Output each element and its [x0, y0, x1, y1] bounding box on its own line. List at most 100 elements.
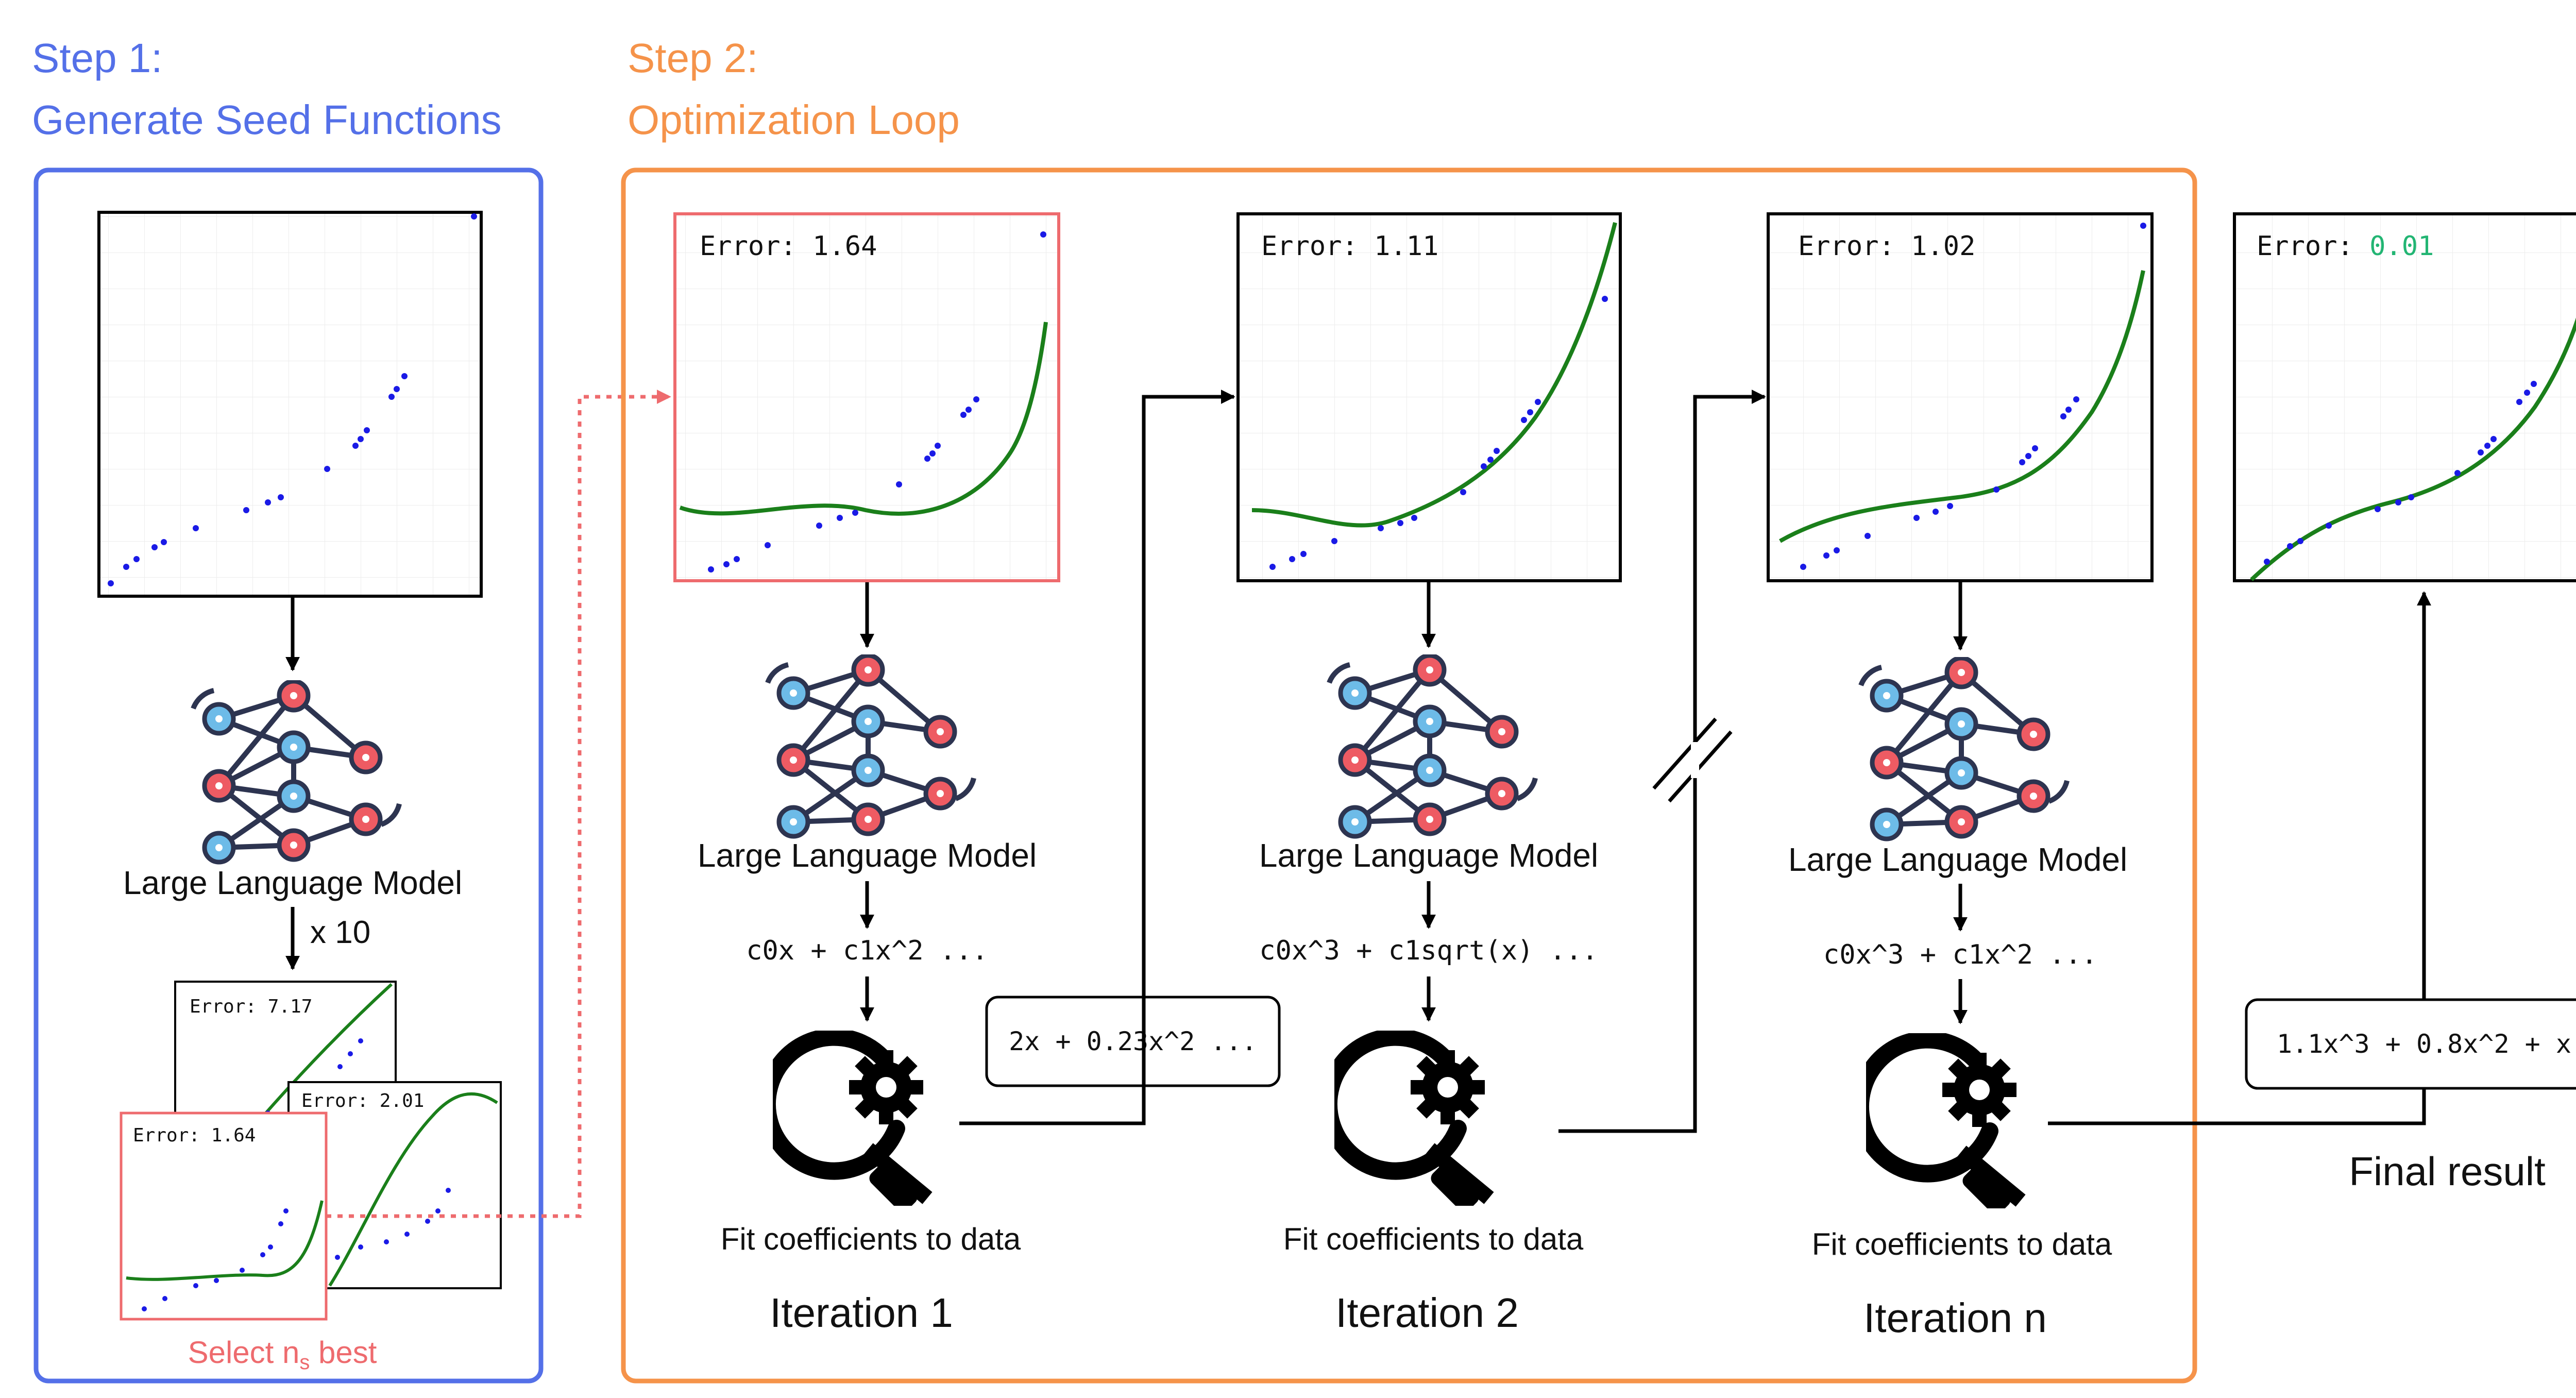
data-point	[2484, 443, 2490, 449]
data-point	[1535, 399, 1541, 405]
data-point	[1865, 533, 1871, 539]
iteration-n-fit-label: Fit coefficients to data	[1812, 1227, 2112, 1261]
iteration-2-plot: Error: 1.11	[1236, 212, 1622, 582]
data-point	[1040, 231, 1046, 238]
iteration-2-template: c0x^3 + c1sqrt(x) ...	[1259, 935, 1598, 966]
magnifier-gear-icon	[1860, 1040, 2021, 1218]
seed-data-points	[108, 213, 477, 586]
data-point	[358, 436, 364, 442]
data-point	[765, 542, 771, 548]
data-point	[837, 515, 843, 521]
select-best-suffix: best	[310, 1335, 377, 1370]
seed-card-3-selected: Error: 1.64	[120, 1111, 328, 1321]
data-point	[2395, 499, 2401, 506]
iteration-n-label: Iteration n	[1863, 1295, 2047, 1341]
data-point	[151, 544, 158, 550]
data-point	[161, 539, 167, 545]
data-point	[2326, 523, 2332, 529]
data-point	[734, 556, 740, 562]
data-point	[352, 443, 359, 449]
seed-card-2-error: Error: 2.01	[301, 1090, 424, 1111]
data-point	[929, 450, 936, 457]
step1-panel	[33, 167, 544, 1384]
data-point	[384, 1239, 389, 1244]
iteration-1-label: Iteration 1	[770, 1290, 953, 1336]
data-point	[401, 373, 408, 379]
data-point	[324, 466, 330, 472]
data-point	[123, 564, 129, 570]
connector-it1-to-it2	[959, 390, 1235, 1125]
final-result-label: Final result	[2349, 1149, 2546, 1194]
data-point	[278, 1221, 283, 1226]
data-point	[816, 523, 822, 529]
data-point	[1933, 509, 1939, 515]
data-point	[2140, 223, 2146, 229]
step2-panel	[621, 167, 2197, 1384]
data-point	[335, 1255, 340, 1260]
data-point	[1269, 564, 1276, 570]
step1-heading-line1: Step 1:	[32, 35, 163, 81]
final-plot: Error: 0.01	[2233, 212, 2576, 582]
data-point	[2531, 381, 2537, 387]
data-point	[2060, 413, 2066, 419]
data-point	[1331, 538, 1337, 544]
data-point	[337, 1064, 343, 1069]
data-point	[260, 1252, 265, 1257]
final-formula: 1.1x^3 + 0.8x^2 + x	[2277, 1029, 2571, 1059]
data-point	[358, 1038, 363, 1043]
iteration-n-plot: Error: 1.02	[1767, 212, 2154, 582]
data-point	[2375, 506, 2381, 512]
data-point	[965, 407, 972, 413]
data-point	[1494, 448, 1500, 454]
data-point	[1487, 457, 1494, 463]
iteration-1-llm-label: Large Language Model	[698, 837, 1037, 874]
data-point	[435, 1208, 440, 1214]
neural-network-icon	[193, 681, 399, 862]
iteration-1-fit-label: Fit coefficients to data	[721, 1222, 1021, 1256]
select-best-label: Select ns best	[188, 1335, 377, 1374]
data-point	[1602, 296, 1608, 302]
data-point	[2025, 453, 2031, 459]
data-point	[2032, 445, 2038, 451]
iteration-1-template: c0x + c1x^2 ...	[746, 935, 988, 966]
data-point	[1913, 515, 1920, 521]
data-point	[1834, 547, 1840, 553]
data-point	[2408, 494, 2414, 500]
data-point	[1800, 564, 1806, 570]
data-point	[388, 394, 395, 400]
select-best-subscript: s	[299, 1351, 310, 1374]
data-point	[214, 1278, 219, 1283]
data-point	[2478, 449, 2484, 456]
data-point	[240, 1268, 245, 1273]
data-point	[364, 427, 370, 433]
data-point	[108, 580, 114, 586]
iteration-1-fitted: 2x + 0.23x^2 ...	[1009, 1026, 1257, 1056]
dotted-connector	[326, 390, 671, 1218]
iteration-1-plot: Error: 1.64	[673, 212, 1060, 582]
data-point	[2524, 390, 2530, 396]
iteration-n-error: Error: 1.02	[1798, 231, 1975, 262]
data-point	[2065, 407, 2072, 413]
data-point	[1411, 515, 1417, 521]
data-point	[283, 1208, 289, 1214]
data-point	[265, 499, 271, 506]
data-point	[1378, 525, 1384, 531]
data-point	[935, 443, 941, 449]
select-best-prefix: Select n	[188, 1335, 300, 1370]
data-point	[1460, 489, 1466, 495]
data-point	[1947, 503, 1953, 509]
data-point	[193, 1283, 198, 1288]
data-point	[2297, 538, 2303, 544]
iteration-2-error: Error: 1.11	[1261, 231, 1438, 262]
iteration-1-error: Error: 1.64	[700, 231, 877, 262]
data-point	[1823, 552, 1829, 559]
final-formula-box	[2245, 998, 2576, 1090]
neural-network-icon	[1861, 658, 2067, 839]
data-point	[2490, 436, 2497, 442]
data-point	[133, 556, 140, 562]
data-point	[723, 561, 730, 567]
data-point	[471, 213, 477, 220]
iteration-2-label: Iteration 2	[1335, 1290, 1519, 1336]
data-point	[1521, 417, 1527, 423]
